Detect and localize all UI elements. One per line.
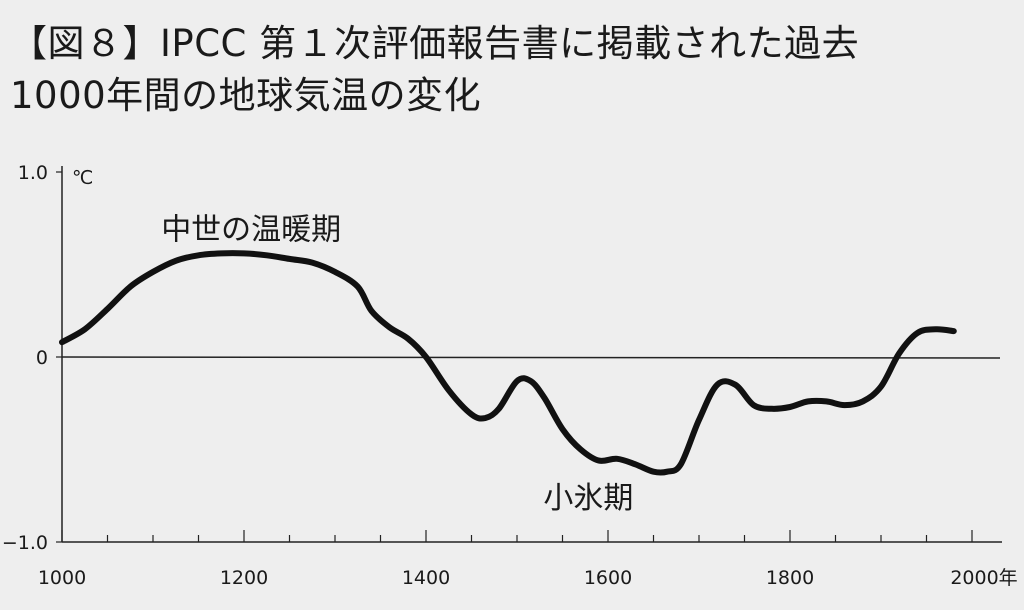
y-tick-label: −1.0 xyxy=(2,532,48,554)
x-tick-label: 1400 xyxy=(402,567,450,589)
x-tick-label: 1200 xyxy=(220,567,268,589)
zero-reference-line xyxy=(61,356,1001,359)
x-tick-label: 1000 xyxy=(38,567,86,589)
temperature-series-line xyxy=(59,250,957,476)
x-tick-label: 2000年 xyxy=(950,567,1017,589)
annotation-little-ice-age: 小氷期 xyxy=(543,481,633,516)
x-tick-label: 1800 xyxy=(766,567,814,589)
chart-title-line1: 【図８】IPCC 第１次評価報告書に掲載された過去 xyxy=(10,22,860,65)
chart-title: 【図８】IPCC 第１次評価報告書に掲載された過去 1000年間の地球気温の変化 xyxy=(10,18,859,122)
x-tick-label: 1600 xyxy=(584,567,632,589)
chart-title-line2: 1000年間の地球気温の変化 xyxy=(10,74,482,117)
y-tick-label: 0 xyxy=(36,347,48,369)
annotation-medieval-warm-period: 中世の温暖期 xyxy=(161,213,341,248)
y-unit-label: ℃ xyxy=(72,167,93,189)
y-tick-label: 1.0 xyxy=(18,162,48,184)
